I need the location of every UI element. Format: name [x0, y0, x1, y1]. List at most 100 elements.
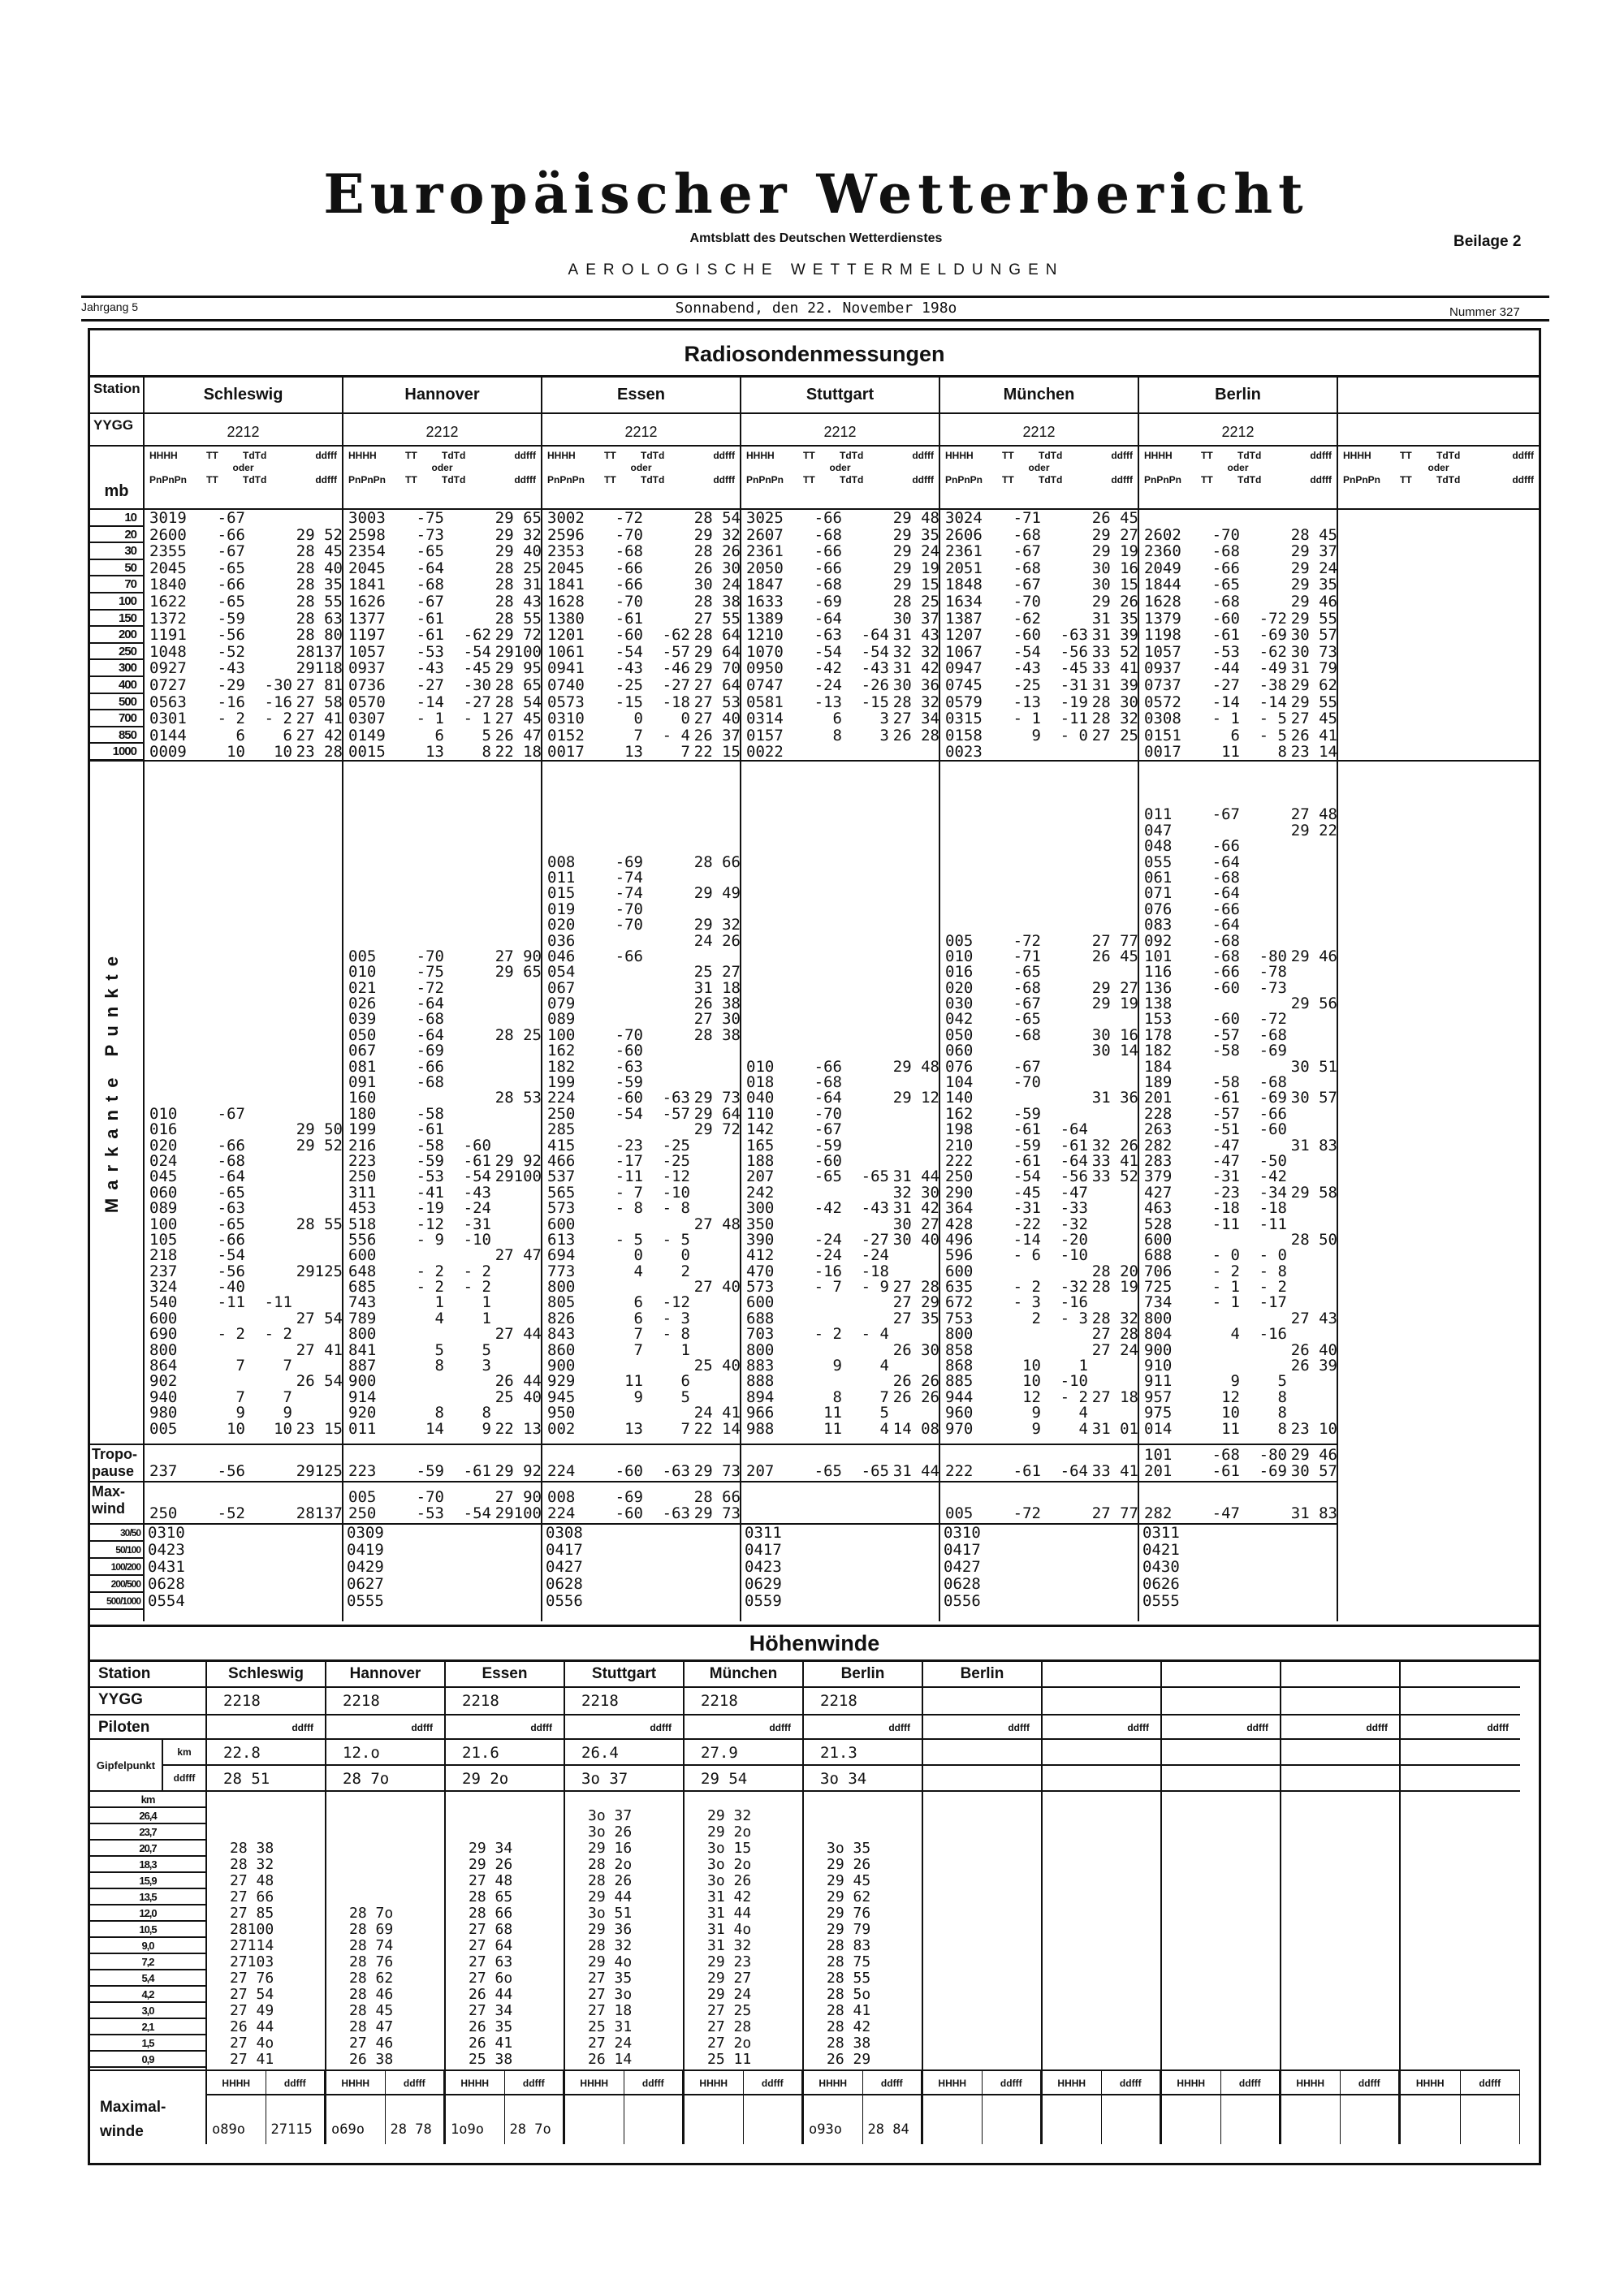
significant-point-row: 858 27 24	[940, 1340, 1138, 1359]
significant-point-row-tt: - 2	[1212, 1262, 1240, 1280]
standard-level-row-td: 3	[879, 726, 889, 744]
wind-value: 29 62	[827, 1888, 871, 1905]
wind-value: 28 66	[469, 1905, 513, 1922]
significant-point-row-ff: 22 13	[495, 1419, 542, 1438]
significant-point-row-tt: -59	[814, 1136, 842, 1154]
significant-point-row-tt: 6	[633, 1293, 643, 1312]
significant-point-row-ff	[1287, 1405, 1337, 1421]
significant-point-row: 020 -68 29 27	[940, 980, 1138, 996]
significant-point-row: 216 -58 -60	[343, 1137, 541, 1154]
tropopause-row-p: 101	[1144, 1446, 1173, 1465]
empty-cell	[1338, 414, 1539, 447]
standard-level-row-ff: 28 35	[296, 576, 343, 594]
standard-levels-cell: 3003 -75 29 65 2598 -73 29 32 2354 -65 29 40 2045…	[343, 510, 542, 762]
significant-point-row: 140 31 36	[940, 1090, 1138, 1106]
significant-point-row-td: - 3	[1060, 1309, 1088, 1327]
wind-value: 27114	[230, 1937, 274, 1954]
tropopause-row: 222 -61 -64 33 41	[940, 1463, 1138, 1479]
significant-point-row-p: 210	[945, 1136, 974, 1154]
standard-level-row-tt: -66	[217, 576, 245, 594]
standard-level-row-td: -15	[861, 693, 889, 711]
tropopause-row-ff: 29 46	[1290, 1446, 1337, 1465]
significant-point-row-p: 528	[1144, 1215, 1173, 1233]
significant-point-row-tt: -64	[416, 1025, 444, 1044]
standard-level-row-ff: 28 54	[693, 510, 741, 527]
significant-point-row: 199 -61	[343, 1121, 541, 1137]
ddfff-label: ddfff	[624, 2071, 683, 2094]
significant-point-row-p: 858	[945, 1340, 974, 1359]
standard-level-row-ff: 29 15	[892, 576, 939, 594]
significant-point-row-tt: -58	[1212, 1073, 1240, 1092]
standard-level-row-td: -43	[861, 659, 889, 678]
maxwind-row-td: -54	[463, 1504, 491, 1522]
significant-point-row-tt: 14	[425, 1419, 444, 1438]
max-wind-height: o89o	[207, 2095, 266, 2144]
significant-point-row-tt: -64	[1212, 916, 1240, 934]
significant-point-row: 198 -61 -64	[940, 1121, 1138, 1137]
wind-value: 28 46	[349, 1986, 394, 2003]
significant-point-row-p: 743	[348, 1293, 377, 1312]
significant-point-row-td	[1041, 949, 1088, 965]
standard-level-row: 1387 -62 31 35	[940, 610, 1138, 628]
standard-level-row-td	[643, 576, 690, 593]
significant-point-row-tt: -47	[1212, 1151, 1240, 1170]
significant-point-row-p: 929	[547, 1372, 576, 1391]
significant-point-row-p: 800	[945, 1325, 974, 1344]
standard-level-row-tt: - 1	[1013, 710, 1041, 728]
standard-level-row: 2600 -66 29 52	[145, 526, 342, 544]
significant-point-row-p: 182	[547, 1057, 576, 1076]
standard-level-row-tt: -75	[416, 510, 444, 527]
standard-level-row-p: 0927	[149, 659, 187, 678]
standard-level-row-td: - 1	[463, 710, 491, 728]
standard-level-row-ff: 31 42	[892, 659, 939, 678]
standard-level-row-p: 0023	[945, 743, 983, 762]
significant-point-row-ff	[1088, 965, 1138, 980]
summit-ddfff	[1162, 1766, 1281, 1792]
standard-level-row-ff: 28 40	[296, 559, 343, 577]
significant-point-row: 379 -31 -42	[1139, 1168, 1337, 1185]
standard-level-row: 0740 -25 -27 27 64	[542, 677, 740, 694]
standard-level-row-ff: 29 32	[495, 525, 542, 544]
significant-point-row-ff	[491, 1201, 541, 1216]
standard-level-row-p: 0736	[348, 675, 386, 694]
standard-level-row-tt: -24	[814, 675, 842, 694]
max-wind-height	[685, 2095, 744, 2144]
significant-point-row-ff: 27 48	[1290, 805, 1337, 824]
maxwind-row-tt: -60	[615, 1504, 643, 1522]
standard-level-row-tt: -67	[1013, 542, 1041, 561]
pressure-level: 500	[90, 694, 143, 711]
significant-point-row-td: -10	[463, 1230, 491, 1249]
standard-level-row-p: 0950	[746, 659, 784, 678]
standard-level-row-ff: 27 42	[296, 726, 343, 744]
height-label: 13,5	[90, 1889, 205, 1905]
header-row-2: PnPnPn TT TdTd ddfff	[149, 474, 337, 486]
significant-point-row-p: 142	[746, 1120, 775, 1139]
summit-km: 22.8	[207, 1740, 326, 1766]
standard-level-row-tt: -27	[416, 675, 444, 694]
significant-point-row-td: -69	[1259, 1089, 1287, 1107]
significant-point-row-td	[1041, 1327, 1088, 1342]
max-winds-header: HHHH ddfff	[1281, 2071, 1401, 2095]
significant-point-row: 914 25 40	[343, 1389, 541, 1405]
standard-level-row: 0301- 2- 2 27 41	[145, 710, 342, 727]
significant-point-row-td	[245, 1185, 292, 1201]
significant-point-row-td: 8	[1277, 1388, 1287, 1406]
tropopause-row-tt: -65	[814, 1461, 842, 1480]
significant-point-row: 104 -70	[940, 1074, 1138, 1090]
significant-point-row-p: 067	[348, 1042, 377, 1060]
standard-level-row-p: 3019	[149, 510, 187, 527]
standard-level-row-td	[1240, 560, 1287, 577]
significant-point-row: 071 -64	[1139, 885, 1337, 901]
significant-point-row-tt: -67	[1013, 1057, 1041, 1076]
significant-point-row-p: 040	[746, 1089, 775, 1107]
significant-point-row-tt: -67	[1013, 995, 1041, 1013]
standard-level-row-ff: 28 54	[495, 693, 542, 711]
shear-value: 0429	[347, 1558, 384, 1576]
standard-level-row-tt: -13	[814, 693, 842, 711]
significant-point-row-tt: -17	[615, 1151, 643, 1170]
standard-level-row-p: 0745	[945, 675, 983, 694]
significant-point-row-tt: -61	[1212, 1089, 1240, 1107]
significant-point-row-td: -61	[1060, 1136, 1088, 1154]
header-field: PnPnPn	[945, 474, 983, 486]
